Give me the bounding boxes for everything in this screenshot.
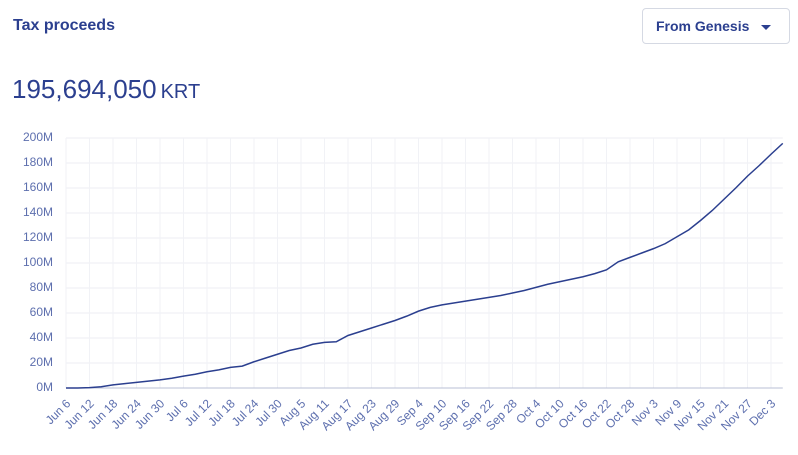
total-value: 195,694,050 <box>12 74 157 104</box>
data-line <box>66 142 784 389</box>
x-tick-label: Jul 30 <box>252 396 285 429</box>
y-tick-label: 80M <box>30 280 53 294</box>
y-tick-label: 160M <box>23 180 53 194</box>
y-tick-label: 120M <box>23 230 53 244</box>
y-tick-label: 140M <box>23 205 53 219</box>
total-display: 195,694,050 KRT <box>12 74 200 105</box>
dropdown-caret <box>761 25 771 30</box>
y-tick-label: 200M <box>23 130 53 144</box>
dropdown-label: From Genesis <box>656 18 750 34</box>
y-tick-label: 60M <box>30 305 53 319</box>
y-tick-label: 0M <box>36 380 53 394</box>
y-tick-label: 180M <box>23 155 53 169</box>
y-tick-label: 100M <box>23 255 53 269</box>
total-unit: KRT <box>160 81 201 103</box>
x-tick-label: Dec 3 <box>746 396 778 428</box>
panel-title: Tax proceeds <box>13 17 115 34</box>
y-tick-label: 40M <box>30 330 53 344</box>
range-dropdown[interactable]: From Genesis <box>642 8 790 44</box>
y-tick-label: 20M <box>30 355 53 369</box>
